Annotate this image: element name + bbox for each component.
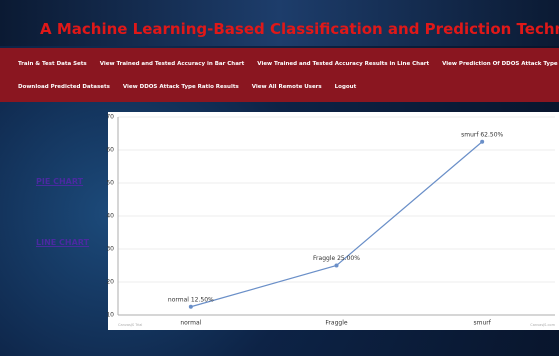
- chart-background: [108, 112, 559, 330]
- data-label: Fraggle 25.00%: [313, 255, 360, 262]
- y-tick-label: 10: [106, 312, 114, 319]
- credit: CanvasJS Trial: [118, 323, 142, 327]
- nav-bar: Train & Test Data Sets View Trained and T…: [0, 48, 559, 102]
- y-tick-label: 70: [106, 114, 114, 121]
- side-link[interactable]: PIE CHART: [36, 177, 84, 186]
- nav-row: Download Predicted Datasets View DDOS Att…: [18, 84, 369, 90]
- data-label: normal 12.50%: [168, 296, 214, 303]
- y-tick-label: 50: [106, 180, 114, 187]
- y-tick-label: 20: [106, 279, 114, 286]
- site-title: A Machine Learning-Based Classification …: [40, 20, 559, 38]
- y-tick-label: 30: [106, 246, 114, 253]
- point: [188, 304, 193, 309]
- point: [334, 263, 339, 268]
- data-label: smurf 62.50%: [461, 131, 503, 138]
- nav-link[interactable]: View DDOS Attack Type Ratio Results: [122, 84, 239, 90]
- nav-link[interactable]: View Trained and Tested Accuracy in Bar …: [99, 61, 245, 67]
- y-tick-label: 40: [106, 213, 114, 220]
- nav-row: Train & Test Data Sets View Trained and T…: [18, 61, 559, 67]
- header: A Machine Learning-Based Classification …: [0, 0, 559, 46]
- side-link[interactable]: LINE CHART: [36, 238, 90, 247]
- credit: CanvasJS.com: [530, 323, 555, 327]
- nav-link[interactable]: View All Remote Users: [251, 84, 322, 90]
- x-tick-label: Fraggle: [325, 320, 347, 327]
- nav-link[interactable]: Logout: [334, 84, 357, 90]
- point: [480, 139, 485, 144]
- nav-link[interactable]: Train & Test Data Sets: [18, 61, 87, 67]
- nav-link[interactable]: View Trained and Tested Accuracy Results…: [257, 61, 430, 67]
- x-tick-label: normal: [180, 320, 201, 327]
- nav-link[interactable]: View Prediction Of DDOS Attack Type: [442, 61, 558, 67]
- y-tick-label: 60: [106, 147, 114, 154]
- x-tick-label: smurf: [473, 320, 491, 327]
- nav-link[interactable]: Download Predicted Datasets: [18, 84, 110, 90]
